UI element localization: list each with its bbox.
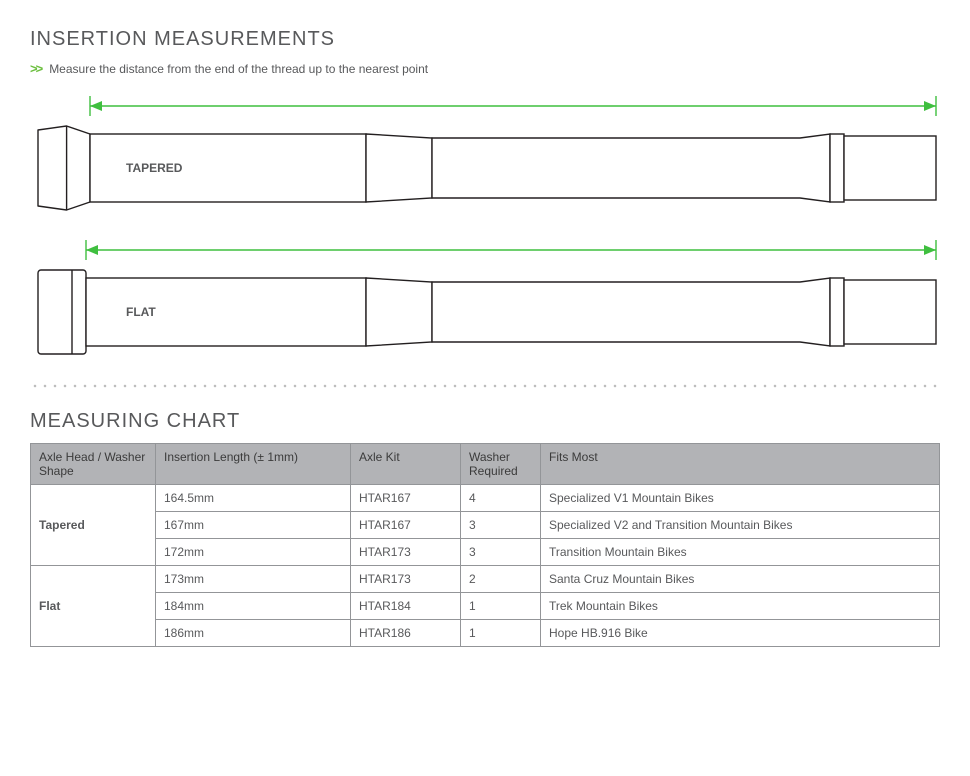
cell-fits: Hope HB.916 Bike: [541, 620, 940, 647]
cell-kit: HTAR184: [351, 593, 461, 620]
table-row: Flat173mmHTAR1732Santa Cruz Mountain Bik…: [31, 566, 940, 593]
cell-washer: 1: [461, 593, 541, 620]
cell-length: 164.5mm: [156, 485, 351, 512]
cell-length: 167mm: [156, 512, 351, 539]
svg-text:TAPERED: TAPERED: [126, 161, 183, 175]
table-row: 184mmHTAR1841Trek Mountain Bikes: [31, 593, 940, 620]
cell-washer: 3: [461, 539, 541, 566]
cell-fits: Specialized V1 Mountain Bikes: [541, 485, 940, 512]
th-fits: Fits Most: [541, 444, 940, 485]
th-shape: Axle Head / Washer Shape: [31, 444, 156, 485]
th-washer: Washer Required: [461, 444, 541, 485]
table-row: 167mmHTAR1673Specialized V2 and Transiti…: [31, 512, 940, 539]
cell-fits: Santa Cruz Mountain Bikes: [541, 566, 940, 593]
table-row: Tapered164.5mmHTAR1674Specialized V1 Mou…: [31, 485, 940, 512]
cell-length: 172mm: [156, 539, 351, 566]
table-body: Tapered164.5mmHTAR1674Specialized V1 Mou…: [31, 485, 940, 647]
cell-kit: HTAR167: [351, 485, 461, 512]
diagram-flat: FLAT: [30, 236, 940, 366]
cell-length: 173mm: [156, 566, 351, 593]
table-header-row: Axle Head / Washer Shape Insertion Lengt…: [31, 444, 940, 485]
cell-washer: 2: [461, 566, 541, 593]
cell-kit: HTAR167: [351, 512, 461, 539]
cell-fits: Trek Mountain Bikes: [541, 593, 940, 620]
divider-dots: [30, 384, 940, 388]
subtitle-text: Measure the distance from the end of the…: [49, 62, 428, 76]
cell-kit: HTAR173: [351, 539, 461, 566]
cell-fits: Specialized V2 and Transition Mountain B…: [541, 512, 940, 539]
cell-washer: 3: [461, 512, 541, 539]
subtitle-row: >> Measure the distance from the end of …: [30, 61, 940, 76]
cell-kit: HTAR173: [351, 566, 461, 593]
cell-fits: Transition Mountain Bikes: [541, 539, 940, 566]
cell-shape: Flat: [31, 566, 156, 647]
cell-washer: 4: [461, 485, 541, 512]
table-row: 186mmHTAR1861Hope HB.916 Bike: [31, 620, 940, 647]
diagram-tapered: TAPERED: [30, 92, 940, 222]
cell-shape: Tapered: [31, 485, 156, 566]
th-length: Insertion Length (± 1mm): [156, 444, 351, 485]
heading-insertion: INSERTION MEASUREMENTS: [30, 28, 940, 51]
chevron-icon: >>: [30, 61, 41, 76]
th-kit: Axle Kit: [351, 444, 461, 485]
measuring-table: Axle Head / Washer Shape Insertion Lengt…: [30, 443, 940, 647]
svg-text:FLAT: FLAT: [126, 305, 156, 319]
heading-chart: MEASURING CHART: [30, 410, 940, 433]
cell-kit: HTAR186: [351, 620, 461, 647]
cell-washer: 1: [461, 620, 541, 647]
cell-length: 186mm: [156, 620, 351, 647]
table-row: 172mmHTAR1733Transition Mountain Bikes: [31, 539, 940, 566]
cell-length: 184mm: [156, 593, 351, 620]
